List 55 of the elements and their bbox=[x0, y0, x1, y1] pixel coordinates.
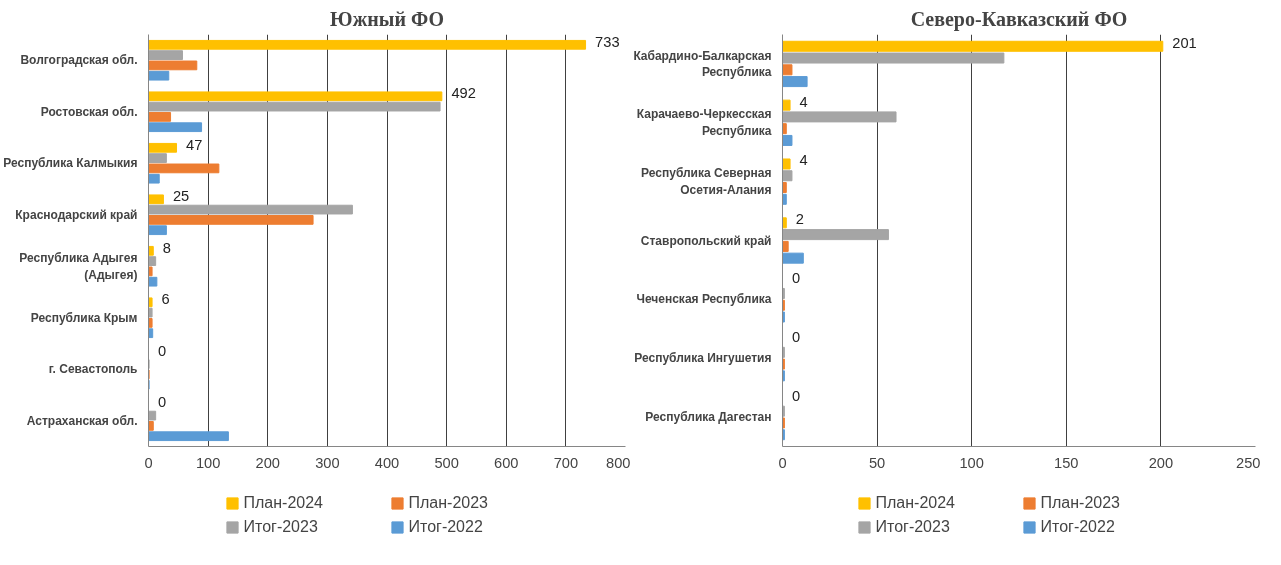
y-tick-label: Астраханская обл. bbox=[26, 413, 138, 428]
data-label: 4 bbox=[799, 152, 808, 169]
legend-label: Итог-2023 bbox=[875, 518, 951, 536]
x-tick-label: 50 bbox=[868, 454, 886, 471]
y-tick-label: Республика Адыгея (Адыгея) bbox=[19, 250, 138, 282]
data-label: 0 bbox=[158, 394, 167, 411]
y-tick-label: Карачаево-Черкесская Республика bbox=[636, 107, 772, 139]
x-tick-label: 700 bbox=[553, 454, 579, 471]
data-label: 2 bbox=[795, 211, 804, 228]
legend-label: План-2023 bbox=[1040, 494, 1121, 512]
data-label: 492 bbox=[451, 85, 476, 102]
data-label: 0 bbox=[791, 329, 801, 346]
data-label: 0 bbox=[791, 270, 801, 287]
data-label: 8 bbox=[162, 239, 171, 256]
y-tick-label: Республика Северная Осетия-Алания bbox=[641, 166, 772, 198]
x-tick-label: 600 bbox=[494, 454, 519, 471]
y-tick-label: Республика Дагестан bbox=[645, 410, 772, 425]
y-tick-label: Ставропольский край bbox=[640, 233, 772, 248]
x-tick-label: 300 bbox=[315, 454, 340, 471]
legend-label: Итог-2022 bbox=[408, 518, 484, 536]
y-tick-label: Чеченская Республика bbox=[636, 292, 772, 307]
x-tick-label: 0 bbox=[144, 454, 153, 471]
chart-title: Южный ФО bbox=[330, 7, 444, 30]
data-label: 201 bbox=[1172, 34, 1197, 51]
x-tick-label: 150 bbox=[1054, 454, 1079, 471]
x-tick-label: 200 bbox=[1148, 454, 1174, 471]
legend-label: Итог-2022 bbox=[1040, 518, 1116, 536]
x-tick-label: 200 bbox=[255, 454, 280, 471]
data-label: 25 bbox=[172, 188, 190, 205]
x-tick-label: 800 bbox=[606, 454, 631, 471]
legend-label: Итог-2023 bbox=[243, 518, 319, 536]
data-label: 0 bbox=[158, 342, 167, 359]
chart-title: Северо-Кавказский ФО bbox=[910, 7, 1128, 31]
x-tick-label: 400 bbox=[374, 454, 400, 471]
y-tick-label: Республика Крым bbox=[30, 310, 138, 325]
y-tick-label: Республика Ингушетия bbox=[634, 351, 772, 366]
x-tick-label: 250 bbox=[1236, 454, 1261, 471]
y-tick-label: г. Севастополь bbox=[48, 362, 138, 377]
x-tick-label: 0 bbox=[778, 454, 787, 471]
x-tick-label: 100 bbox=[195, 454, 221, 471]
data-label: 0 bbox=[791, 387, 801, 404]
legend-label: План-2023 bbox=[408, 494, 489, 512]
data-label: 6 bbox=[161, 291, 170, 308]
data-label: 733 bbox=[595, 33, 620, 50]
x-tick-label: 100 bbox=[959, 454, 984, 471]
data-label: 4 bbox=[799, 93, 808, 110]
y-tick-label: Краснодарский край bbox=[15, 207, 138, 222]
x-tick-label: 500 bbox=[434, 454, 459, 471]
data-label: 47 bbox=[186, 136, 203, 153]
legend-label: План-2024 bbox=[243, 494, 324, 512]
y-tick-label: Волгоградская обл. bbox=[20, 53, 138, 68]
y-tick-label: Ростовская обл. bbox=[40, 104, 138, 119]
y-tick-label: Республика Калмыкия bbox=[3, 156, 138, 171]
legend-label: План-2024 bbox=[875, 494, 956, 512]
y-tick-label: Кабардино-Балкарская Республика bbox=[633, 48, 772, 80]
